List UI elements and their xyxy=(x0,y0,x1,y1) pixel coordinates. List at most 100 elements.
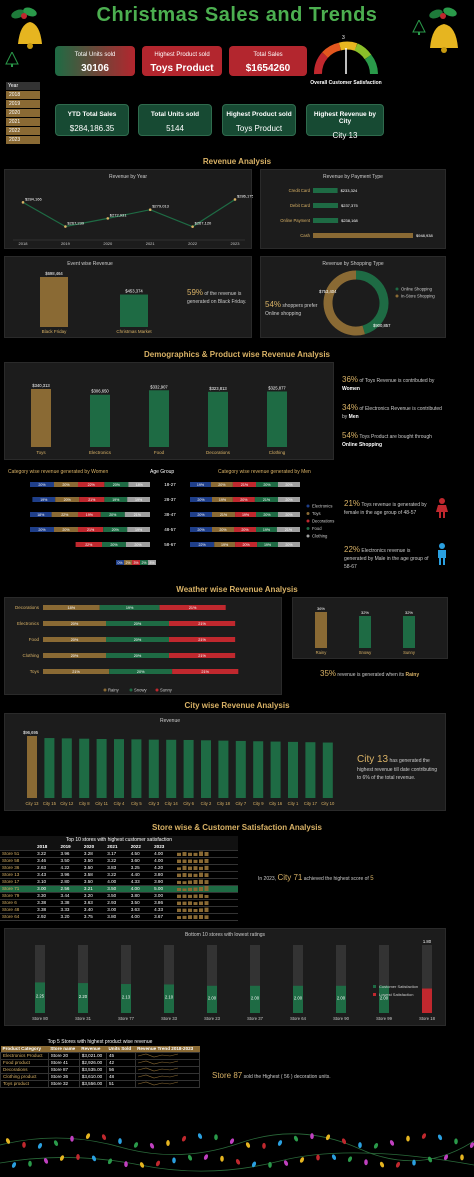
trend-cell xyxy=(134,1051,201,1060)
column-header: Product Category xyxy=(0,1046,49,1053)
table-cell: Store 13 xyxy=(0,871,36,879)
spark-bar xyxy=(188,908,193,912)
men-bar-segment xyxy=(256,482,278,487)
x-tick-label: Black Friday xyxy=(42,329,68,334)
women-bar-segment xyxy=(54,482,78,487)
table-cell: 42 xyxy=(105,1058,136,1067)
segment-label: 20% xyxy=(241,528,249,532)
data-label: $948,938 xyxy=(416,233,433,238)
bar-segment xyxy=(43,637,106,642)
x-tick-label: City 11 xyxy=(95,801,108,806)
light-bulb xyxy=(310,1133,314,1140)
kpi-highest-product: Highest Product sold Toys Product xyxy=(142,46,222,76)
table-cell: 3.21 xyxy=(81,885,106,893)
men-bar-segment xyxy=(214,542,236,547)
men-bar-segment xyxy=(190,512,212,517)
bar xyxy=(218,740,229,798)
year-option-2022[interactable]: 2022 xyxy=(6,127,40,135)
segment-label: 21% xyxy=(88,498,96,502)
table-cell: 3.40 xyxy=(81,906,106,914)
bar-segment xyxy=(109,669,173,674)
note-male-elec: 22% Electronics revenue is generated by … xyxy=(344,545,429,570)
bar-segment xyxy=(99,605,160,610)
bottom-stores-panel: Bottom 10 stores with lowest ratings 2.2… xyxy=(4,928,446,1026)
year-option-2023[interactable]: 2023 xyxy=(6,136,40,144)
light-bulb xyxy=(325,1134,331,1141)
segment-label: 21% xyxy=(220,513,228,517)
year-option-2019[interactable]: 2019 xyxy=(6,100,40,108)
light-bulb xyxy=(347,1156,353,1162)
light-bulb xyxy=(358,1142,362,1149)
table-row: Store 71 3.00 2.56 3.21 3.50 4.00 5.00 xyxy=(0,885,238,893)
spark-bar xyxy=(204,915,209,919)
spark-bar xyxy=(177,908,182,912)
kpi-value: 30106 xyxy=(81,63,109,74)
trend-line xyxy=(137,1074,178,1079)
spark-bar xyxy=(182,872,187,877)
year-option-2021[interactable]: 2021 xyxy=(6,118,40,126)
payment-type-panel: Revenue by Payment Type Credit Card $233,… xyxy=(260,169,446,249)
bar xyxy=(207,985,217,1013)
segment-label: 20% xyxy=(137,670,145,674)
table-cell: 3.00 xyxy=(35,885,59,893)
bar xyxy=(31,389,51,447)
women-bar-segment xyxy=(127,497,150,502)
table-cell: 3.63 xyxy=(81,899,106,907)
table-cell: 4.00 xyxy=(105,878,129,886)
spark-bar xyxy=(177,901,182,905)
men-bar-segment xyxy=(278,512,300,517)
segment-label: 20% xyxy=(134,638,142,642)
legend-swatch xyxy=(155,688,159,692)
event-revenue-chart: $698,464 Black Friday $453,374 Christmas Ma… xyxy=(40,271,152,334)
column-header: Revenue xyxy=(79,1046,107,1053)
light-bulb xyxy=(28,1160,32,1167)
bar xyxy=(149,390,169,447)
spark-bar xyxy=(204,858,209,863)
table-cell: Store 36 xyxy=(0,864,36,872)
table-row: Clothing product Store 36 $3,610.00 48 xyxy=(0,1072,201,1081)
kpi-value: $1654260 xyxy=(245,63,291,74)
year-option-2018[interactable]: 2018 xyxy=(6,91,40,99)
segment-label: 22% xyxy=(61,513,69,517)
segment-label: 19% xyxy=(264,543,272,547)
light-bulb xyxy=(454,1138,458,1145)
data-label: 1.80 xyxy=(423,939,432,944)
bar xyxy=(201,740,211,798)
product-revenue-chart: $340,313 Toys $306,650 Electronics $332,907 F… xyxy=(31,383,287,455)
legend-label: In-Store Shopping xyxy=(401,294,435,299)
data-label: 2.13 xyxy=(122,995,131,1000)
legend-swatch xyxy=(306,512,310,515)
legend-label: Sunny xyxy=(160,688,173,693)
x-tick-label: Toys xyxy=(36,450,46,455)
light-bulb xyxy=(245,1142,251,1148)
bar xyxy=(250,985,260,1013)
light-bulb xyxy=(70,1135,74,1142)
spark-bar xyxy=(182,901,187,905)
table-cell: 3.46 xyxy=(35,857,59,865)
x-tick-label: 2023 xyxy=(231,241,241,246)
revenue-by-year-panel: Revenue by Year $284,166 2018 $267,239 2019… xyxy=(4,169,253,249)
kpi-total-sales: Total Sales $1654260 xyxy=(229,46,307,76)
spark-bar xyxy=(199,859,204,863)
spark-bar xyxy=(193,887,198,891)
column-header: 2018 xyxy=(35,844,59,851)
y-tick-label: Food xyxy=(29,637,40,642)
segment-label: 2% xyxy=(141,561,146,565)
note-store87: Store 87 sold the Highest ( 56 ) decorat… xyxy=(212,1071,331,1080)
light-bulb xyxy=(181,1135,187,1142)
men-bar-segment xyxy=(232,482,256,487)
table-cell: 3.50 xyxy=(81,878,106,886)
table-cell: Store 58 xyxy=(0,857,36,865)
segment-label: 19% xyxy=(219,498,227,502)
light-bulb xyxy=(443,1154,449,1161)
age-label: 28-37 xyxy=(164,497,176,502)
table-cell: Store 41 xyxy=(47,1058,80,1067)
men-bar-segment xyxy=(278,497,300,502)
women-bar-segment xyxy=(100,512,125,517)
sparkline-cell xyxy=(175,864,238,872)
year-option-2020[interactable]: 2020 xyxy=(6,109,40,117)
segment-label: 20% xyxy=(218,483,226,487)
segment-label: 20% xyxy=(219,528,227,532)
table-cell: Store 64 xyxy=(0,913,36,921)
light-bulb xyxy=(118,1138,122,1145)
